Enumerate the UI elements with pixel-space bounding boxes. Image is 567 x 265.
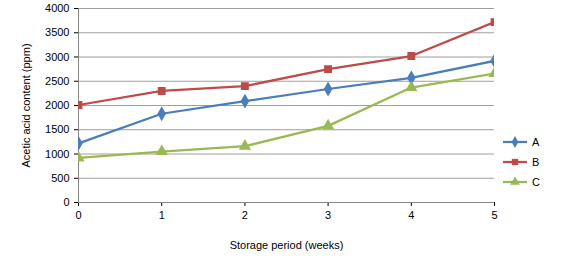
html-text:A: A [532,136,540,148]
svg-text:2: 2 [242,209,248,221]
html-text:B: B [532,156,540,168]
svg-text:0: 0 [75,209,81,221]
svg-text:4: 4 [408,209,414,221]
svg-text:3500: 3500 [45,26,69,38]
svg-text:Acetic acid content (ppm): Acetic acid content (ppm) [20,43,32,167]
svg-text:3000: 3000 [45,51,69,63]
svg-text:500: 500 [51,172,69,184]
svg-text:3: 3 [325,209,331,221]
svg-text:4000: 4000 [45,2,69,14]
svg-text:1: 1 [159,209,165,221]
svg-text:1500: 1500 [45,123,69,135]
svg-text:2000: 2000 [45,99,69,111]
svg-text:2500: 2500 [45,75,69,87]
svg-text:Storage period (weeks): Storage period (weeks) [230,239,344,251]
svg-text:1000: 1000 [45,148,69,160]
html-text:C: C [532,176,540,188]
svg-text:5: 5 [491,209,497,221]
svg-text:0: 0 [63,196,69,208]
